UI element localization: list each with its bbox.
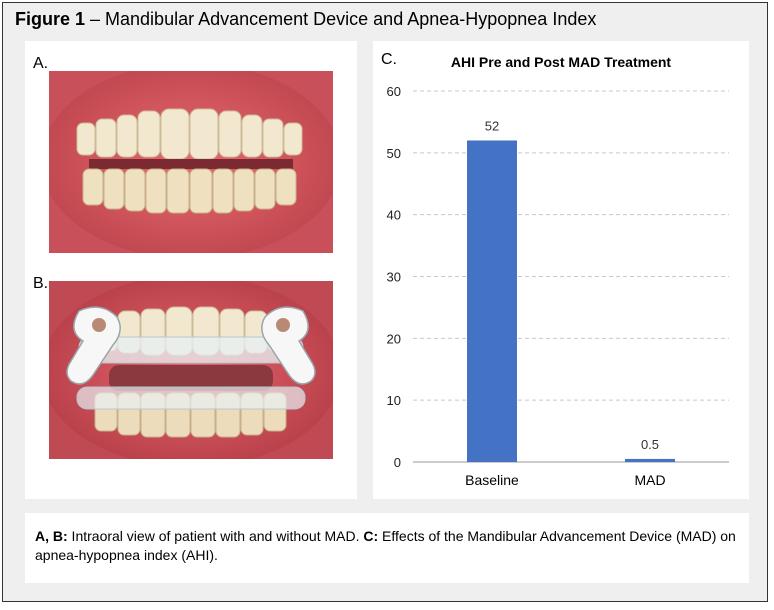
caption-box: A, B: Intraoral view of patient with and… (25, 513, 749, 583)
chart-bars (467, 140, 675, 462)
photo-panel: A. (25, 41, 357, 499)
figure-title: Figure 1 – Mandibular Advancement Device… (15, 9, 596, 30)
y-axis-tick-labels: 0 10 20 30 40 50 60 (387, 84, 401, 470)
chart-panel: C. AHI Pre and Post MAD Treatment 0 10 20 3… (373, 41, 749, 499)
bar-value-label: 52 (485, 118, 499, 133)
bar-value-label: 0.5 (641, 437, 659, 452)
chart-grid (413, 90, 729, 401)
figure-frame: Figure 1 – Mandibular Advancement Device… (2, 2, 768, 602)
photo-mouth-with-device (49, 281, 333, 459)
bar-value-labels: 520.5 (485, 118, 659, 451)
panel-c-label: C. (381, 51, 397, 68)
figure-title-text: – Mandibular Advancement Device and Apne… (85, 9, 597, 29)
caption-ab-text: Intraoral view of patient with and witho… (67, 528, 364, 544)
caption-ab-label: A, B: (35, 528, 68, 544)
panel-b-label: B. (33, 275, 49, 292)
ahi-bar-chart: AHI Pre and Post MAD Treatment 0 10 20 30 40… (387, 54, 729, 488)
photo-mouth-without-device (49, 71, 333, 253)
y-tick-label: 50 (387, 146, 401, 161)
panel-a-label: A. (33, 55, 49, 72)
figure-caption: A, B: Intraoral view of patient with and… (35, 527, 741, 565)
y-tick-label: 40 (387, 208, 401, 223)
y-tick-label: 10 (387, 393, 401, 408)
figure-label: Figure 1 (15, 9, 86, 29)
caption-c-label: C: (363, 528, 379, 544)
x-axis-category-labels: Baseline MAD (465, 472, 665, 488)
caption-c-text: Effects of the Mandibular Advancement De… (35, 528, 736, 563)
y-tick-label: 0 (394, 455, 401, 470)
y-tick-label: 20 (387, 331, 401, 346)
x-category-label: MAD (634, 472, 665, 488)
y-tick-label: 30 (387, 270, 401, 285)
bar-mad (625, 458, 675, 462)
y-tick-label: 60 (387, 84, 401, 99)
bar-baseline (467, 140, 517, 462)
mouth-photo-a-image (49, 71, 333, 253)
chart-title: AHI Pre and Post MAD Treatment (451, 54, 671, 70)
mouth-photo-b-image (49, 281, 333, 459)
x-category-label: Baseline (465, 472, 519, 488)
